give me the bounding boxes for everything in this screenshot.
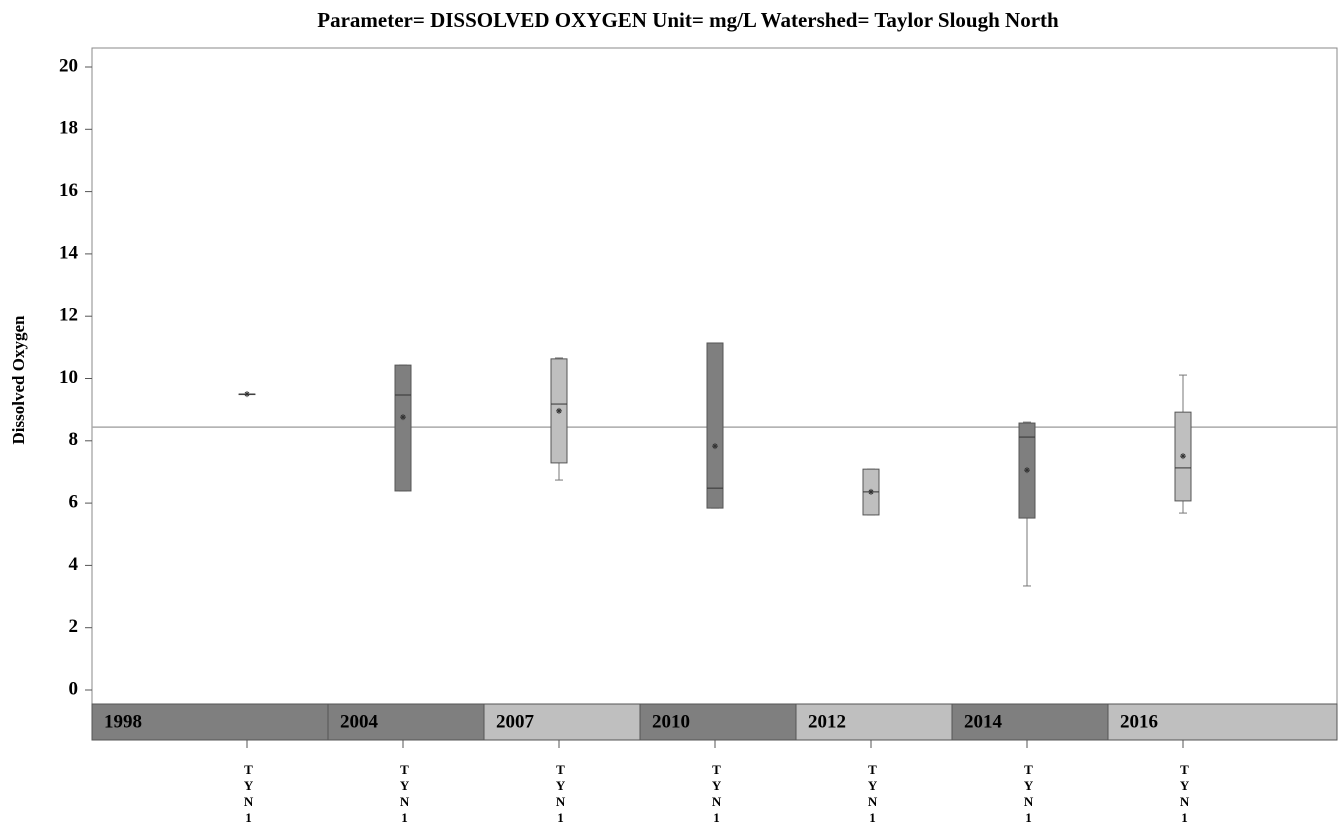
mean-marker (244, 391, 250, 398)
y-tick-label: 0 (69, 678, 79, 699)
year-band (327, 703, 485, 741)
year-label: 1998 (104, 711, 142, 732)
y-tick-label: 2 (69, 616, 79, 637)
x-tick-label: TYN1 (1021, 762, 1036, 826)
year-label: 2016 (1120, 711, 1158, 732)
x-tick-label: TYN1 (709, 762, 724, 826)
mean-marker (1180, 453, 1186, 460)
year-label: 2012 (808, 711, 846, 732)
y-tick-label: 18 (59, 118, 78, 139)
y-tick-label: 6 (69, 491, 79, 512)
y-axis-label: Dissolved Oxygen (9, 315, 28, 444)
box (394, 364, 412, 492)
year-label: 2014 (964, 711, 1003, 732)
mean-marker (400, 414, 406, 421)
x-tick-label: TYN1 (241, 762, 256, 826)
y-tick-label: 16 (59, 180, 78, 201)
box (706, 342, 724, 509)
year-label: 2010 (652, 711, 690, 732)
mean-marker (556, 407, 562, 414)
year-band (1107, 703, 1338, 741)
year-band (483, 703, 641, 741)
x-tick-label: TYN1 (865, 762, 880, 826)
year-band (951, 703, 1109, 741)
x-tick-label: TYN1 (397, 762, 412, 826)
y-tick-label: 14 (59, 242, 79, 263)
y-tick-label: 4 (69, 554, 79, 575)
year-band (639, 703, 797, 741)
year-label: 2004 (340, 711, 379, 732)
mean-marker (712, 443, 718, 450)
y-tick-label: 12 (59, 305, 78, 326)
mean-marker (868, 488, 874, 495)
y-tick-label: 8 (69, 429, 79, 450)
mean-marker (1024, 467, 1030, 474)
x-tick-label: TYN1 (553, 762, 568, 826)
chart-title: Parameter= DISSOLVED OXYGEN Unit= mg/L W… (317, 8, 1059, 32)
year-band (91, 703, 329, 741)
x-tick-label: TYN1 (1177, 762, 1192, 826)
y-tick-label: 20 (59, 55, 78, 76)
year-band (795, 703, 953, 741)
year-label: 2007 (496, 711, 535, 732)
y-tick-label: 10 (59, 367, 78, 388)
